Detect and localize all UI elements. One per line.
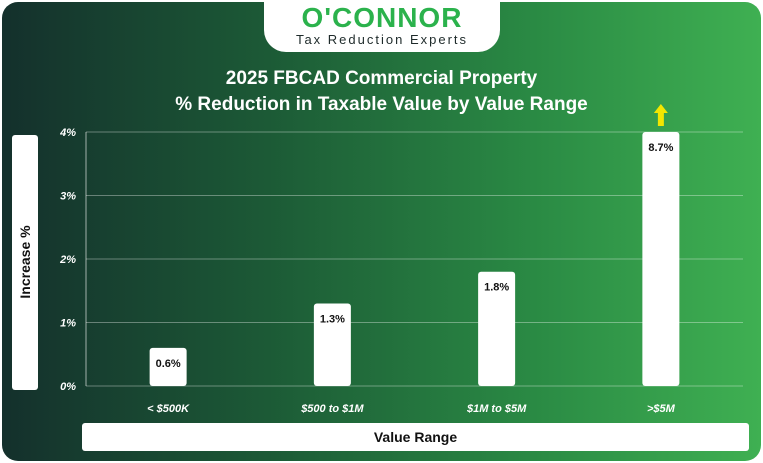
y-tick-label: 1% — [60, 318, 76, 330]
y-tick-label: 3% — [60, 191, 76, 203]
x-tick-label: $1M to $5M — [466, 403, 527, 415]
bar — [478, 271, 516, 386]
x-tick-label: < $500K — [147, 403, 190, 415]
x-axis-label: Value Range — [373, 429, 458, 445]
y-tick-label: 0% — [60, 381, 76, 393]
data-label: 1.8% — [484, 282, 509, 294]
chart-title-line-1: 2025 FBCAD Commercial Property — [225, 68, 538, 89]
data-label: 8.7% — [648, 142, 673, 154]
up-arrow-icon — [653, 104, 668, 126]
y-axis-label-box — [12, 135, 38, 390]
data-label: 0.6% — [156, 358, 181, 370]
data-label: 1.3% — [320, 313, 345, 325]
chart-title-line-2: % Reduction in Taxable Value by Value Ra… — [175, 94, 588, 115]
x-tick-label: >$5M — [647, 403, 676, 415]
brand-name: O'CONNOR — [301, 2, 463, 33]
x-tick-label: $500 to $1M — [300, 403, 364, 415]
y-tick-label: 4% — [59, 127, 76, 139]
x-axis-label-box: Value Range — [82, 423, 749, 451]
logo: O'CONNOR Tax Reduction Experts — [264, 2, 500, 52]
bar — [149, 347, 187, 386]
bar — [642, 132, 680, 386]
brand-tagline: Tax Reduction Experts — [295, 32, 469, 47]
bar — [313, 303, 351, 386]
y-tick-label: 2% — [59, 254, 76, 266]
